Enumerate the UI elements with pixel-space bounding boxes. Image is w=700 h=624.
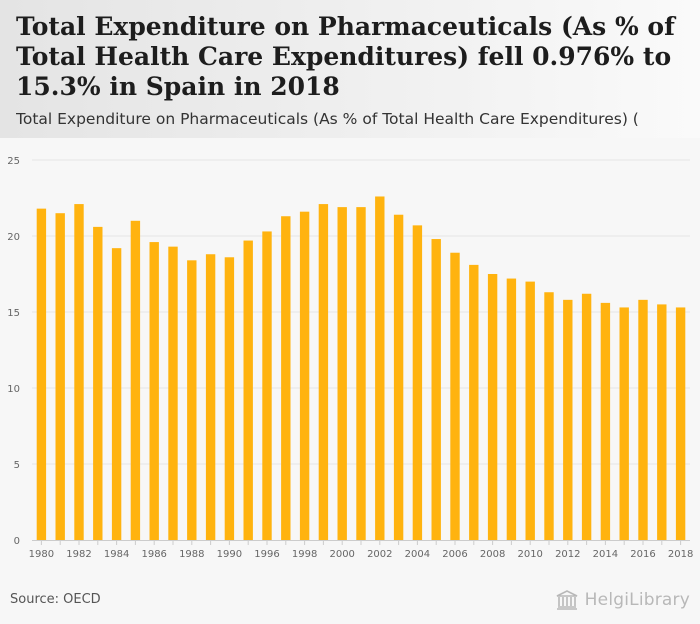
- x-tick-label: 1980: [29, 549, 54, 560]
- bar: [487, 274, 498, 540]
- bar: [581, 293, 592, 540]
- bar: [111, 248, 122, 540]
- bar: [525, 281, 535, 540]
- x-tick-label: 1982: [66, 549, 91, 560]
- bar: [318, 204, 329, 540]
- bar: [74, 204, 84, 540]
- bar-chart: 0 5 10 15 20 25 1980 1982 1984 1986 1988 1990 1996 19…: [7, 156, 693, 560]
- y-tick-label: 5: [14, 460, 20, 471]
- bar: [356, 207, 366, 540]
- header: Total Expenditure on Pharmaceuticals (As…: [0, 0, 700, 138]
- y-tick-label: 10: [7, 384, 20, 395]
- bar: [168, 246, 178, 540]
- bar: [600, 302, 611, 540]
- bar: [469, 264, 479, 540]
- bar: [205, 254, 216, 540]
- chart-area: 0 5 10 15 20 25 1980 1982 1984 1986 1988 1990 1996 19…: [0, 138, 700, 568]
- y-tick-label: 20: [7, 232, 20, 243]
- y-tick-label: 25: [7, 156, 20, 167]
- x-tick-label: 2014: [593, 549, 618, 560]
- bar: [506, 278, 517, 540]
- x-tick-label: 1988: [179, 549, 204, 560]
- brand-logo[interactable]: HelgiLibrary: [555, 588, 690, 612]
- x-tick-label: 2010: [517, 549, 542, 560]
- bar: [657, 304, 667, 540]
- bar: [563, 299, 573, 540]
- x-tick-label: 2006: [442, 549, 467, 560]
- bar: [262, 231, 272, 540]
- x-tick-label: 2016: [630, 549, 655, 560]
- bar: [299, 211, 310, 540]
- x-tick-label: 2000: [329, 549, 354, 560]
- x-tick-label: 2002: [367, 549, 392, 560]
- x-tick-label: 1986: [141, 549, 166, 560]
- x-tick-label: 2004: [405, 549, 430, 560]
- page-title: Total Expenditure on Pharmaceuticals (As…: [16, 12, 675, 101]
- x-tick-label: 1990: [217, 549, 242, 560]
- bar: [619, 307, 629, 540]
- bar: [281, 216, 291, 540]
- bar: [130, 220, 141, 541]
- bar: [243, 240, 253, 540]
- x-tick-label: 2018: [668, 549, 693, 560]
- y-tick-label: 15: [7, 308, 20, 319]
- y-tick-label: 0: [14, 536, 20, 547]
- bar: [36, 208, 47, 540]
- x-tick-label: 1996: [254, 549, 279, 560]
- bar: [431, 239, 441, 540]
- library-building-icon: [556, 590, 578, 610]
- bar: [224, 257, 235, 540]
- bar: [93, 226, 103, 540]
- bar: [450, 252, 460, 540]
- bar: [638, 299, 648, 540]
- x-tick-label: 2012: [555, 549, 580, 560]
- chart-subtitle: Total Expenditure on Pharmaceuticals (As…: [16, 110, 639, 128]
- bar: [675, 307, 686, 540]
- x-tick-label: 2008: [480, 549, 505, 560]
- bar: [55, 213, 65, 540]
- brand-name: HelgiLibrary: [584, 590, 690, 610]
- bar: [393, 214, 404, 540]
- source-label: Source: OECD: [10, 592, 101, 607]
- bar: [149, 242, 159, 540]
- bar: [187, 260, 197, 540]
- x-tick-label: 1998: [292, 549, 317, 560]
- bar: [375, 196, 385, 541]
- bar: [337, 207, 347, 540]
- x-tick-label: 1984: [104, 549, 129, 560]
- bar: [412, 225, 423, 541]
- footer: Source: OECD HelgiLibrary: [0, 568, 700, 624]
- bar: [544, 292, 554, 540]
